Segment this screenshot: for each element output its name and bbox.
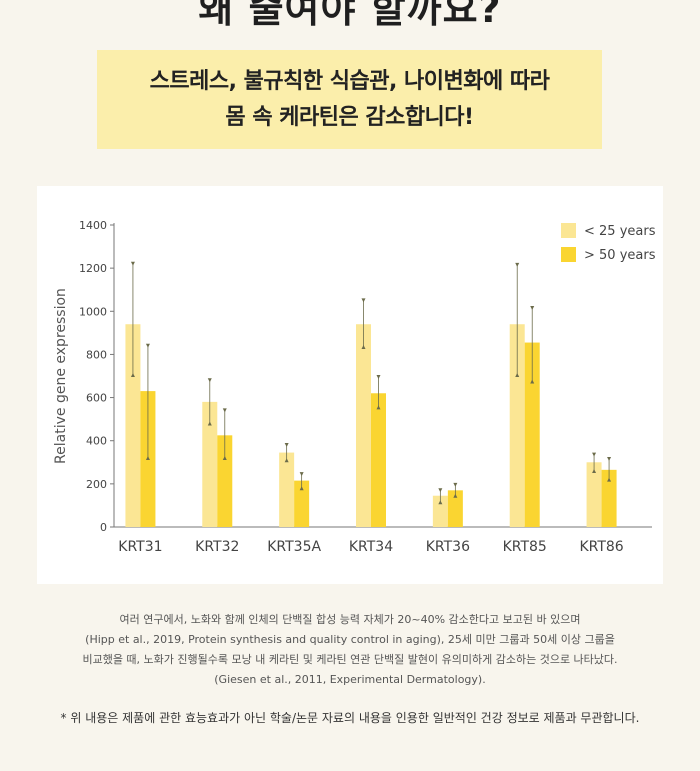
banner-line-2: 몸 속 케라틴은 감소합니다! — [225, 104, 474, 130]
error-cap-low — [222, 456, 227, 461]
bar-krt32-over-50 — [217, 435, 233, 527]
y-tick-label: 200 — [86, 478, 107, 491]
y-tick-label: 1200 — [79, 262, 107, 275]
error-cap-low — [376, 405, 381, 410]
legend-swatch — [561, 223, 576, 238]
error-cap-high — [145, 343, 150, 348]
error-cap-low — [361, 344, 366, 349]
error-cap-high — [592, 452, 597, 457]
x-tick-label: KRT36 — [426, 539, 470, 555]
banner-line-1: 스트레스, 불규칙한 식습관, 나이변화에 따라 — [149, 68, 550, 94]
x-tick-label: KRT31 — [118, 539, 162, 555]
bar-krt35a-over-50 — [294, 480, 310, 527]
y-tick-label: 1000 — [79, 305, 107, 318]
x-tick-label: KRT86 — [579, 539, 623, 555]
error-cap-high — [222, 408, 227, 413]
error-cap-low — [453, 493, 458, 498]
y-tick-label: 0 — [100, 521, 107, 534]
error-cap-high — [130, 261, 135, 266]
legend-label: > 50 years — [584, 248, 656, 263]
bar-krt36-under-25 — [432, 495, 448, 527]
footnote-line-3: 비교했을 때, 노화가 진행될수록 모낭 내 케라틴 및 케라틴 연관 단백질 … — [82, 653, 618, 666]
footnote-line-4: (Giesen et al., 2011, Experimental Derma… — [214, 673, 486, 686]
headline-banner: 스트레스, 불규칙한 식습관, 나이변화에 따라 몸 속 케라틴은 감소합니다! — [97, 50, 602, 149]
error-cap-low — [299, 486, 304, 491]
bar-krt86-under-25 — [586, 462, 602, 527]
y-axis-label: Relative gene expression — [53, 288, 69, 464]
bar-krt31-under-25 — [125, 324, 141, 527]
error-cap-low — [438, 500, 443, 505]
bar-krt34-over-50 — [371, 393, 386, 527]
legend-label: < 25 years — [584, 224, 656, 239]
x-tick-label: KRT32 — [195, 539, 239, 555]
y-tick-label: 800 — [86, 348, 107, 361]
disclaimer: * 위 내용은 제품에 관한 효능효과가 아닌 학술/논문 자료의 내용을 인용… — [60, 711, 640, 725]
x-tick-label: KRT35A — [267, 539, 321, 555]
footnote-line-2: (Hipp et al., 2019, Protein synthesis an… — [85, 633, 615, 646]
bar-krt36-over-50 — [447, 490, 463, 527]
gene-expression-chart: 0 200 400 600 800 1000 1200 1400 Relative gene e… — [53, 219, 656, 555]
legend-swatch — [561, 247, 576, 262]
error-cap-low — [284, 458, 289, 463]
error-cap-low — [207, 421, 212, 426]
error-cap-high — [284, 442, 289, 447]
bar-krt86-over-50 — [601, 469, 617, 527]
error-cap-low — [530, 379, 535, 384]
error-cap-low — [515, 373, 520, 377]
error-cap-high — [207, 378, 212, 383]
error-cap-low — [130, 373, 135, 377]
y-tick-label: 600 — [86, 392, 107, 405]
error-cap-high — [299, 472, 304, 477]
error-cap-high — [361, 298, 366, 303]
bar-krt35a-under-25 — [279, 452, 295, 527]
y-tick-label: 400 — [86, 435, 107, 448]
error-cap-high — [515, 262, 520, 267]
error-cap-high — [530, 305, 535, 310]
bar-krt85-over-50 — [524, 342, 540, 527]
x-tick-label: KRT85 — [503, 539, 547, 555]
page-heading: 왜 줄여야 할까요? — [198, 0, 502, 31]
bar-krt85-under-25 — [509, 324, 525, 527]
footnote-line-1: 여러 연구에서, 노화와 함께 인체의 단백질 합성 능력 자체가 20~40%… — [119, 613, 581, 626]
error-cap-high — [376, 375, 381, 379]
study-footnote: 여러 연구에서, 노화와 함께 인체의 단백질 합성 능력 자체가 20~40%… — [0, 610, 700, 690]
y-tick-label: 1400 — [79, 219, 107, 232]
bar-krt32-under-25 — [202, 401, 218, 527]
chart-card: 0 200 400 600 800 1000 1200 1400 Relative gene e… — [37, 186, 663, 584]
error-cap-low — [145, 456, 150, 461]
error-cap-low — [592, 468, 597, 473]
x-tick-label: KRT34 — [349, 539, 393, 555]
error-cap-high — [607, 456, 612, 461]
bar-krt34-under-25 — [356, 324, 371, 527]
error-cap-low — [607, 477, 612, 482]
error-cap-high — [438, 488, 443, 493]
error-cap-high — [453, 482, 458, 487]
